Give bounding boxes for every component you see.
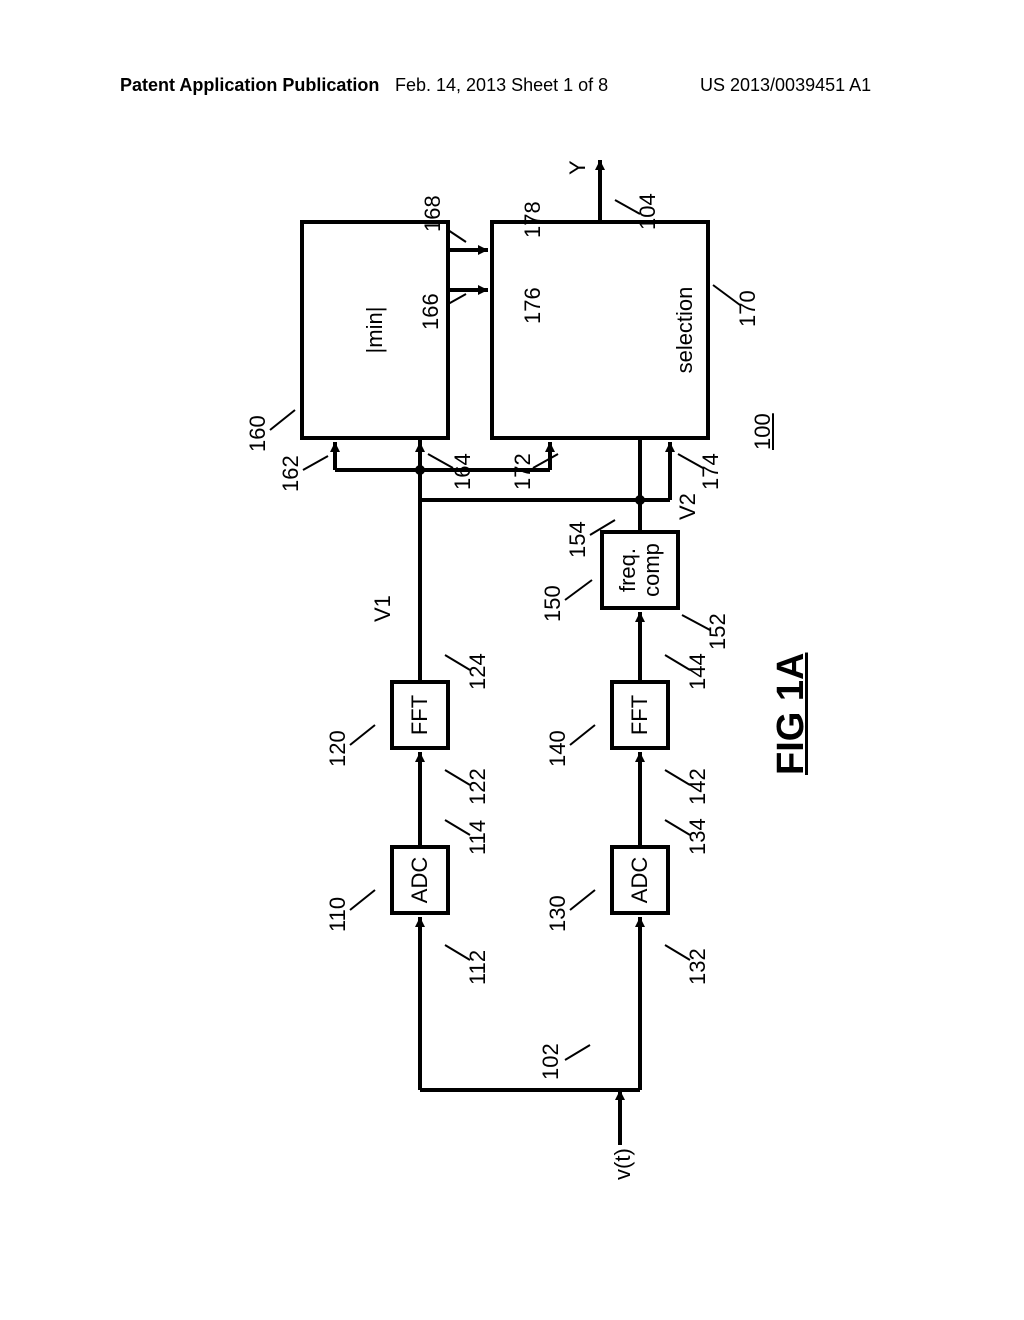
input-signal-label: v(t) — [610, 1148, 636, 1180]
ref-102: 102 — [538, 1043, 564, 1080]
ref-178: 178 — [520, 201, 546, 238]
ref-104: 104 — [635, 193, 661, 230]
fft2-label: FFT — [627, 695, 653, 735]
ref-162: 162 — [278, 455, 304, 492]
figure-rotated-container: v(t) — [0, 330, 1024, 1030]
adc1-label: ADC — [407, 857, 433, 903]
header-center: Feb. 14, 2013 Sheet 1 of 8 — [395, 75, 608, 96]
ref-114: 114 — [465, 820, 491, 855]
ref-152: 152 — [705, 613, 731, 650]
ref-140: 140 — [545, 730, 571, 767]
ref-144: 144 — [685, 653, 711, 690]
figure-caption: FIG 1A — [770, 653, 813, 775]
ref-142: 142 — [685, 768, 711, 805]
ref-124: 124 — [465, 653, 491, 690]
figure-canvas: v(t) — [170, 150, 870, 1210]
fft1-block: FFT — [390, 680, 450, 750]
output-signal-label: Y — [565, 160, 591, 175]
ref-166: 166 — [418, 293, 444, 330]
page-header: Patent Application Publication Feb. 14, … — [0, 75, 1024, 105]
page: Patent Application Publication Feb. 14, … — [0, 0, 1024, 1320]
ref-100: 100 — [750, 413, 776, 450]
header-right: US 2013/0039451 A1 — [700, 75, 871, 96]
freqcomp-label1: freq. — [616, 548, 640, 592]
adc2-block: ADC — [610, 845, 670, 915]
ref-112: 112 — [465, 950, 491, 985]
ref-134: 134 — [685, 818, 711, 855]
fft2-block: FFT — [610, 680, 670, 750]
ref-160: 160 — [245, 415, 271, 452]
ref-154: 154 — [565, 521, 591, 558]
selection-label: selection — [672, 287, 698, 374]
header-left: Patent Application Publication — [120, 75, 379, 96]
ref-150: 150 — [540, 585, 566, 622]
ref-120: 120 — [325, 730, 351, 767]
adc1-block: ADC — [390, 845, 450, 915]
ref-130: 130 — [545, 895, 571, 932]
fft1-label: FFT — [407, 695, 433, 735]
freqcomp-block: freq. comp — [600, 530, 680, 610]
ref-172: 172 — [510, 453, 536, 490]
ref-164: 164 — [450, 453, 476, 490]
ref-168: 168 — [420, 195, 446, 232]
label-v1: V1 — [370, 595, 396, 622]
ref-132: 132 — [685, 948, 711, 985]
selection-block: selection — [490, 220, 710, 440]
adc2-label: ADC — [627, 857, 653, 903]
ref-176: 176 — [520, 287, 546, 324]
label-v2: V2 — [675, 493, 701, 520]
ref-122: 122 — [465, 768, 491, 805]
min-block: |min| — [300, 220, 450, 440]
freqcomp-label2: comp — [640, 543, 664, 597]
ref-174: 174 — [698, 453, 724, 490]
ref-110: 110 — [325, 897, 351, 932]
ref-170: 170 — [735, 290, 761, 327]
min-label: |min| — [362, 307, 388, 354]
